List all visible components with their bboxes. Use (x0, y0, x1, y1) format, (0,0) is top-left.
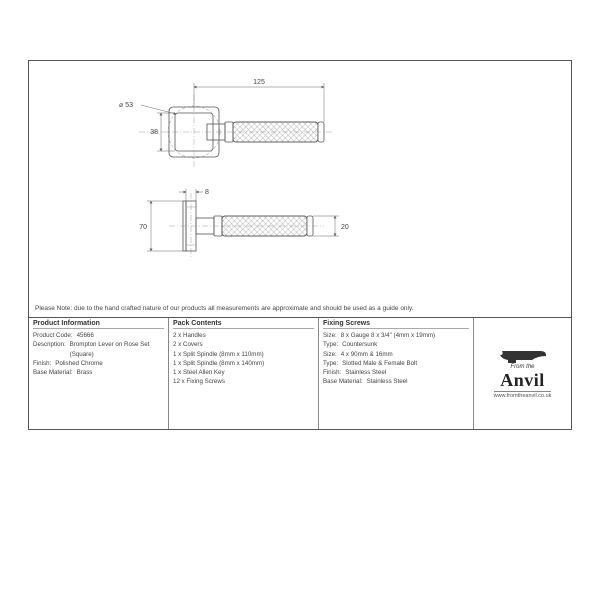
dim-125: 125 (194, 79, 324, 122)
table-row: 1 x Steel Allen Key (173, 368, 314, 377)
dim-125-text: 125 (253, 79, 265, 86)
table-row: 1 x Split Spindle (8mm x 140mm) (173, 359, 314, 368)
info-table: Product Information Product Code:45666De… (29, 317, 571, 429)
row-key: Finish: (33, 359, 51, 368)
table-row: Base Material: Stainless Steel (323, 377, 469, 386)
col-pack-contents: Pack Contents 2 x Handles2 x Covers1 x S… (169, 318, 319, 429)
row-key: Finish: (323, 368, 341, 377)
drawing-svg: 125 38 ⌀ 53 (29, 61, 573, 301)
dim-70-text: 70 (139, 224, 147, 231)
table-row: Base Material: Brass (33, 368, 164, 377)
row-key: Base Material: (323, 377, 363, 386)
row-key: Base Material: (33, 368, 73, 377)
row-value: 2 x Handles (173, 331, 314, 340)
row-value: 1 x Split Spindle (8mm x 140mm) (173, 359, 314, 368)
drawing-sheet: 125 38 ⌀ 53 (28, 60, 572, 430)
row-value: 45666 (77, 331, 164, 340)
logo-url: www.fromtheanvil.co.uk (494, 391, 552, 399)
disclaimer-note: Please Note: due to the hand crafted nat… (35, 305, 414, 312)
anvil-icon (498, 348, 548, 364)
table-row: Product Code: 45666 (33, 331, 164, 340)
table-row: 12 x Fixing Screws (173, 377, 314, 386)
table-row: Description:Brompton Lever on Rose Set (… (33, 340, 164, 359)
col-fixing-screws: Fixing Screws Size: 8 x Gauge 8 x 3/4" (4… (319, 318, 474, 429)
logo-area: From the Anvil www.fromtheanvil.co.uk (474, 318, 571, 429)
table-row: 2 x Handles (173, 331, 314, 340)
row-key: Product Code: (33, 331, 73, 340)
top-view (139, 95, 334, 169)
dim-dia53: ⌀ 53 (119, 102, 176, 114)
dim-dia-text: ⌀ 53 (119, 102, 133, 109)
row-value: Stainless Steel (345, 368, 469, 377)
row-value: Polished Chrome (55, 359, 164, 368)
table-row: 1 x Split Spindle (8mm x 110mm) (173, 350, 314, 359)
row-value: 2 x Covers (173, 340, 314, 349)
table-row: Size: 4 x 90mm & 16mm (323, 350, 469, 359)
col-head-product: Product Information (33, 320, 164, 329)
dim-38-text: 38 (150, 129, 158, 136)
dim-20: 20 (313, 216, 349, 236)
table-row: Type: Slotted Male & Female Bolt (323, 359, 469, 368)
dim-8-text: 8 (205, 189, 209, 196)
col-product-info: Product Information Product Code:45666De… (29, 318, 169, 429)
col-head-pack: Pack Contents (173, 320, 314, 329)
table-row: 2 x Covers (173, 340, 314, 349)
dim-70: 70 (139, 201, 183, 251)
row-key: Size: (323, 350, 337, 359)
table-row: Size: 8 x Gauge 8 x 3/4" (4mm x 19mm) (323, 331, 469, 340)
row-value: Slotted Male & Female Bolt (342, 359, 469, 368)
row-key: Size: (323, 331, 337, 340)
dim-8: 8 (179, 189, 209, 201)
row-key: Type: (323, 359, 338, 368)
row-key: Description: (33, 340, 66, 359)
row-key: Type: (323, 340, 338, 349)
row-value: Stainless Steel (367, 377, 469, 386)
row-value: 12 x Fixing Screws (173, 377, 314, 386)
row-value: Brompton Lever on Rose Set (Square) (70, 340, 164, 359)
row-value: 1 x Split Spindle (8mm x 110mm) (173, 350, 314, 359)
logo-brand: Anvil (500, 370, 545, 391)
table-row: Type: Countersunk (323, 340, 469, 349)
row-value: 1 x Steel Allen Key (173, 368, 314, 377)
col-head-fix: Fixing Screws (323, 320, 469, 329)
side-view (169, 193, 324, 259)
table-row: Finish: Stainless Steel (323, 368, 469, 377)
row-value: Brass (77, 368, 164, 377)
row-value: 8 x Gauge 8 x 3/4" (4mm x 19mm) (341, 331, 469, 340)
row-value: Countersunk (342, 340, 469, 349)
row-value: 4 x 90mm & 16mm (341, 350, 469, 359)
table-row: Finish: Polished Chrome (33, 359, 164, 368)
dim-20-text: 20 (341, 224, 349, 231)
technical-drawing: 125 38 ⌀ 53 (29, 61, 571, 301)
